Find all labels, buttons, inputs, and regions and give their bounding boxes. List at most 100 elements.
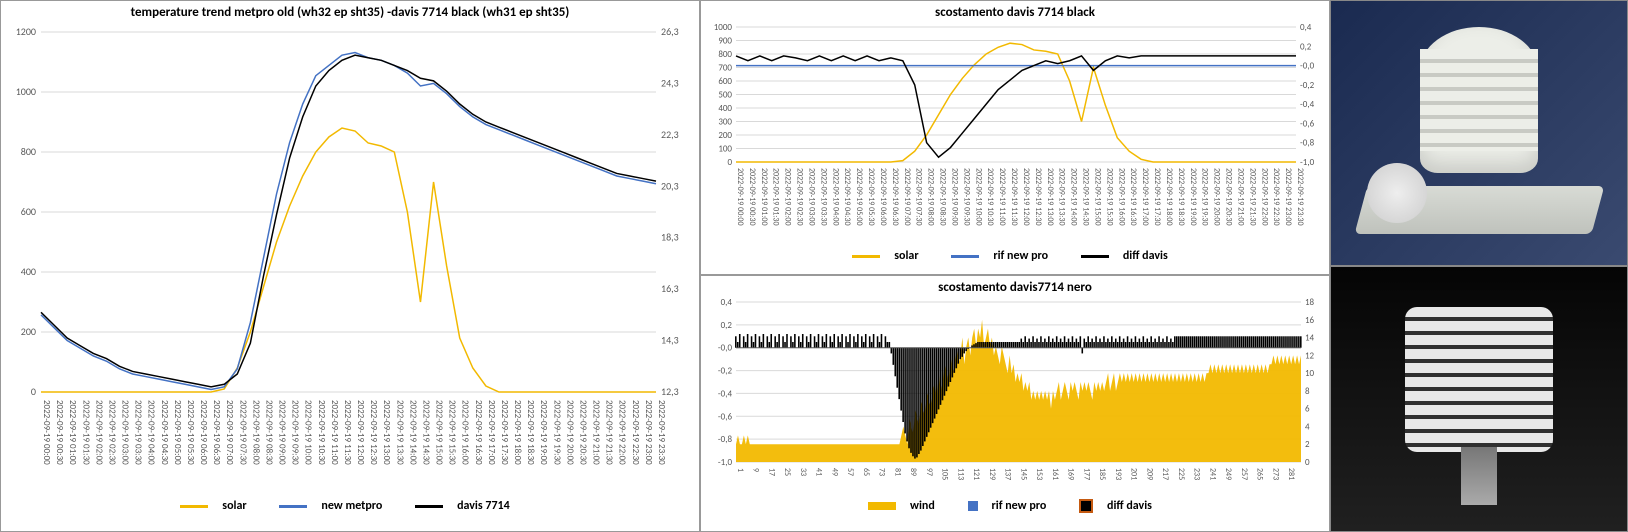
legend-metpro: new metpro	[321, 499, 382, 513]
chart3-title: scostamento davis7714 nero	[701, 280, 1329, 295]
svg-text:25: 25	[782, 468, 792, 476]
svg-text:4: 4	[1305, 421, 1310, 432]
svg-text:2022-09-19 04:00: 2022-09-19 04:00	[830, 168, 840, 226]
svg-text:2022-09-19 07:00: 2022-09-19 07:00	[224, 400, 235, 465]
svg-text:2022-09-19 21:00: 2022-09-19 21:00	[1235, 168, 1245, 226]
svg-text:2022-09-19 13:00: 2022-09-19 13:00	[381, 400, 392, 465]
svg-text:2022-09-19 17:30: 2022-09-19 17:30	[1152, 168, 1162, 226]
svg-text:2022-09-19 15:00: 2022-09-19 15:00	[1092, 168, 1102, 226]
svg-text:2022-09-19 19:00: 2022-09-19 19:00	[538, 400, 549, 465]
chart1-plot: 02004006008001000120012,314,316,318,320,…	[1, 22, 701, 492]
svg-text:73: 73	[877, 468, 887, 476]
svg-text:2022-09-19 06:30: 2022-09-19 06:30	[211, 400, 222, 465]
svg-text:2022-09-19 23:30: 2022-09-19 23:30	[1295, 168, 1305, 226]
svg-text:2022-09-19 05:30: 2022-09-19 05:30	[866, 168, 876, 226]
svg-text:57: 57	[845, 468, 855, 476]
svg-text:2022-09-19 18:00: 2022-09-19 18:00	[1164, 168, 1174, 226]
svg-text:2022-09-19 20:30: 2022-09-19 20:30	[1224, 168, 1234, 226]
svg-text:-0,2: -0,2	[1300, 80, 1315, 91]
svg-text:-0,4: -0,4	[718, 388, 733, 399]
svg-text:2022-09-19 22:30: 2022-09-19 22:30	[1271, 168, 1281, 226]
svg-text:2022-09-19 07:00: 2022-09-19 07:00	[902, 168, 912, 226]
svg-text:2022-09-19 08:30: 2022-09-19 08:30	[263, 400, 274, 465]
svg-text:16: 16	[1305, 315, 1315, 326]
svg-text:1000: 1000	[714, 22, 733, 33]
svg-text:26,3: 26,3	[661, 25, 679, 38]
svg-text:300: 300	[718, 117, 732, 128]
svg-text:2022-09-19 09:00: 2022-09-19 09:00	[949, 168, 959, 226]
chart2-plot: 01002003004005006007008009001000-1,0-0,8…	[701, 22, 1331, 242]
svg-text:2022-09-19 21:30: 2022-09-19 21:30	[1247, 168, 1257, 226]
chart1-title: temperature trend metpro old (wh32 ep sh…	[1, 5, 699, 20]
svg-text:400: 400	[718, 103, 732, 114]
svg-text:0: 0	[727, 157, 732, 168]
svg-text:217: 217	[1160, 468, 1170, 480]
svg-text:81: 81	[892, 468, 902, 476]
svg-text:2022-09-19 01:30: 2022-09-19 01:30	[80, 400, 91, 465]
svg-text:2022-09-19 09:30: 2022-09-19 09:30	[961, 168, 971, 226]
svg-text:-0,6: -0,6	[718, 411, 733, 422]
svg-text:2022-09-19 10:30: 2022-09-19 10:30	[316, 400, 327, 465]
photo-column	[1330, 0, 1628, 532]
svg-text:2022-09-19 11:30: 2022-09-19 11:30	[342, 400, 353, 465]
svg-text:2022-09-19 17:00: 2022-09-19 17:00	[486, 400, 497, 465]
svg-text:2022-09-19 17:00: 2022-09-19 17:00	[1140, 168, 1150, 226]
svg-text:800: 800	[718, 49, 732, 60]
svg-text:2022-09-19 12:30: 2022-09-19 12:30	[368, 400, 379, 465]
legend3-diff: diff davis	[1107, 499, 1152, 513]
svg-text:2022-09-19 21:30: 2022-09-19 21:30	[604, 400, 615, 465]
svg-text:2022-09-19 02:30: 2022-09-19 02:30	[106, 400, 117, 465]
svg-text:169: 169	[1066, 468, 1076, 480]
svg-text:800: 800	[21, 145, 36, 158]
svg-text:0: 0	[1305, 457, 1310, 468]
svg-text:2022-09-19 23:00: 2022-09-19 23:00	[1283, 168, 1293, 226]
svg-text:200: 200	[718, 130, 732, 141]
svg-text:2022-09-19 02:00: 2022-09-19 02:00	[783, 168, 793, 226]
svg-text:18: 18	[1305, 297, 1315, 308]
svg-text:209: 209	[1144, 468, 1154, 480]
svg-text:201: 201	[1129, 468, 1139, 480]
svg-text:33: 33	[798, 468, 808, 476]
svg-text:2022-09-19 20:00: 2022-09-19 20:00	[1212, 168, 1222, 226]
svg-text:273: 273	[1270, 468, 1280, 480]
svg-text:233: 233	[1192, 468, 1202, 480]
svg-text:0,4: 0,4	[721, 297, 733, 308]
svg-text:2022-09-19 22:00: 2022-09-19 22:00	[617, 400, 628, 465]
legend3-rif: rif new pro	[992, 499, 1047, 513]
svg-text:2022-09-19 15:30: 2022-09-19 15:30	[1104, 168, 1114, 226]
svg-text:600: 600	[21, 205, 36, 218]
svg-text:0,2: 0,2	[721, 320, 733, 331]
svg-text:18,3: 18,3	[661, 231, 679, 244]
svg-text:0,2: 0,2	[1300, 41, 1312, 52]
svg-text:24,3: 24,3	[661, 76, 679, 89]
svg-text:1200: 1200	[16, 25, 36, 38]
svg-text:400: 400	[21, 265, 36, 278]
svg-text:700: 700	[718, 63, 732, 74]
svg-text:137: 137	[1003, 468, 1013, 480]
svg-text:2022-09-19 18:30: 2022-09-19 18:30	[1176, 168, 1186, 226]
svg-text:12: 12	[1305, 350, 1315, 361]
svg-text:2022-09-19 04:00: 2022-09-19 04:00	[146, 400, 157, 465]
svg-text:265: 265	[1255, 468, 1265, 480]
svg-text:2022-09-19 05:00: 2022-09-19 05:00	[172, 400, 183, 465]
svg-text:-1,0: -1,0	[1300, 157, 1315, 168]
svg-text:200: 200	[21, 325, 36, 338]
svg-text:2022-09-19 04:30: 2022-09-19 04:30	[842, 168, 852, 226]
svg-text:185: 185	[1097, 468, 1107, 480]
chart-scostamento-black: scostamento davis 7714 black 01002003004…	[700, 0, 1330, 275]
chart-temperature-trend: temperature trend metpro old (wh32 ep sh…	[0, 0, 700, 532]
svg-text:2022-09-19 17:30: 2022-09-19 17:30	[499, 400, 510, 465]
photo-black-shield	[1330, 266, 1628, 532]
svg-text:2022-09-19 10:30: 2022-09-19 10:30	[985, 168, 995, 226]
svg-text:2022-09-19 18:30: 2022-09-19 18:30	[525, 400, 536, 465]
svg-text:2: 2	[1305, 439, 1310, 450]
svg-text:2022-09-19 09:00: 2022-09-19 09:00	[277, 400, 288, 465]
svg-text:105: 105	[940, 468, 950, 480]
svg-text:0,4: 0,4	[1300, 22, 1312, 33]
svg-text:2022-09-19 05:00: 2022-09-19 05:00	[854, 168, 864, 226]
svg-text:2022-09-19 01:00: 2022-09-19 01:00	[67, 400, 78, 465]
svg-text:6: 6	[1305, 404, 1310, 415]
svg-text:2022-09-19 02:30: 2022-09-19 02:30	[795, 168, 805, 226]
svg-text:2022-09-19 22:00: 2022-09-19 22:00	[1259, 168, 1269, 226]
svg-text:2022-09-19 08:30: 2022-09-19 08:30	[938, 168, 948, 226]
